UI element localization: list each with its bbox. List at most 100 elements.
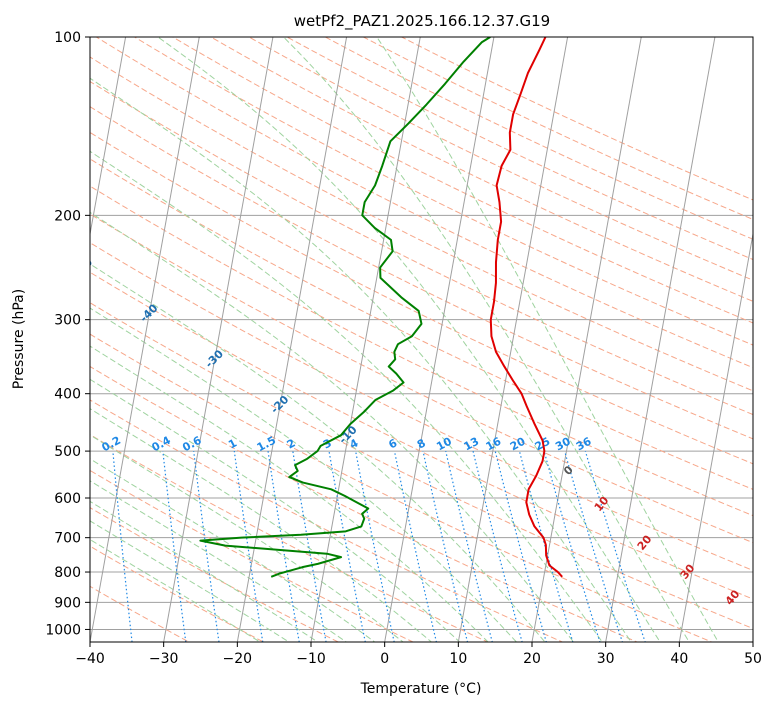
x-tick-label: 30 bbox=[597, 651, 615, 667]
mixing-ratio-line bbox=[193, 451, 220, 642]
mixing-ratio-label: 36 bbox=[574, 435, 594, 454]
dry-adiabat-line bbox=[90, 545, 265, 642]
isotherm-line bbox=[163, 37, 274, 642]
moist-adiabat-label: 40 bbox=[723, 587, 743, 607]
mixing-ratio-line bbox=[564, 450, 623, 642]
mixing-ratio-line bbox=[494, 450, 547, 642]
y-tick-label: 700 bbox=[54, 531, 81, 547]
moist-adiabat-line bbox=[90, 458, 376, 642]
mixing-ratio-line bbox=[355, 450, 395, 642]
dry-adiabat-line bbox=[90, 106, 753, 440]
mixing-ratio-label: 13 bbox=[462, 435, 482, 454]
moist-adiabat-line bbox=[283, 37, 690, 642]
mixing-ratio-line bbox=[543, 450, 601, 642]
y-tick-label: 800 bbox=[54, 565, 81, 581]
isotherm-line bbox=[0, 24, 54, 654]
moist-adiabat-line bbox=[90, 263, 546, 642]
mixing-ratio-label: 6 bbox=[386, 436, 399, 451]
isotherm-line bbox=[90, 37, 200, 642]
dry-adiabat-line bbox=[90, 585, 190, 642]
dry-adiabat-line bbox=[90, 507, 340, 642]
dry-adiabat-line bbox=[90, 56, 753, 392]
dry-adiabat-line bbox=[90, 302, 753, 630]
mixing-ratio-line bbox=[584, 450, 646, 642]
y-tick-label: 500 bbox=[54, 444, 81, 460]
dry-adiabat-line bbox=[90, 185, 753, 517]
y-axis-label: Pressure (hPa) bbox=[11, 289, 27, 389]
x-tick-label: −30 bbox=[149, 651, 179, 667]
dry-adiabat-line bbox=[90, 131, 753, 465]
x-tick-label: 0 bbox=[380, 651, 389, 667]
mixing-ratio-line bbox=[472, 450, 523, 642]
y-tick-label: 600 bbox=[54, 491, 81, 507]
moist-adiabat-label: 20 bbox=[635, 533, 655, 553]
mixing-ratio-label: 16 bbox=[484, 435, 504, 454]
x-tick-label: −40 bbox=[75, 651, 105, 667]
x-tick-label: 40 bbox=[670, 651, 688, 667]
moist-adiabat-line bbox=[90, 538, 262, 642]
y-tick-label: 400 bbox=[54, 387, 81, 403]
dry-adiabat-line bbox=[90, 399, 564, 642]
dry-adiabat-line bbox=[324, 37, 753, 240]
y-tick-label: 200 bbox=[54, 208, 81, 224]
moist-adiabat-line bbox=[90, 345, 489, 642]
y-tick-label: 1000 bbox=[45, 622, 81, 638]
isotherm-line bbox=[90, 37, 127, 237]
mixing-ratio-label: 1 bbox=[226, 436, 239, 451]
mixing-ratio-line bbox=[445, 450, 493, 642]
mixing-ratio-line bbox=[422, 450, 469, 642]
isotherm-label: -60 bbox=[7, 209, 30, 232]
x-axis-label: Temperature (°C) bbox=[360, 681, 482, 697]
isotherm-line bbox=[752, 639, 753, 642]
dry-adiabat-line bbox=[90, 158, 753, 490]
isotherm-line bbox=[384, 37, 495, 642]
dry-adiabat-line bbox=[90, 213, 753, 544]
isotherm-label: -50 bbox=[72, 255, 95, 278]
isotherm-label: -40 bbox=[137, 301, 160, 324]
mixing-ratio-label: 20 bbox=[508, 435, 528, 454]
moist-adiabat-line bbox=[90, 434, 404, 642]
dry-adiabat-line bbox=[90, 333, 714, 642]
dry-adiabat-line bbox=[247, 37, 753, 281]
moist-adiabat-line bbox=[90, 408, 433, 642]
isotherm-line bbox=[678, 231, 753, 642]
y-tick-label: 900 bbox=[54, 595, 81, 611]
isotherm-line bbox=[236, 37, 348, 642]
moist-adiabat-line bbox=[157, 37, 661, 642]
moist-adiabat-line bbox=[90, 480, 348, 642]
plot-frame bbox=[89, 36, 754, 643]
temperature-trace bbox=[489, 37, 563, 578]
moist-adiabat-line bbox=[90, 500, 319, 642]
dry-adiabat-line bbox=[209, 37, 753, 302]
isotherm-line bbox=[531, 37, 642, 642]
isotherm-line bbox=[457, 37, 569, 642]
dry-adiabat-line bbox=[171, 37, 753, 324]
mixing-ratio-label: 30 bbox=[553, 435, 573, 454]
dry-adiabat-line bbox=[95, 37, 753, 369]
dry-adiabat-line bbox=[400, 37, 753, 201]
dry-adiabat-line bbox=[90, 434, 489, 642]
moist-adiabat-line bbox=[90, 211, 575, 642]
dry-adiabat-line bbox=[90, 271, 753, 600]
isotherm-label: -30 bbox=[203, 347, 226, 370]
dry-adiabat-line bbox=[90, 242, 753, 572]
mixing-ratio-line bbox=[328, 450, 366, 642]
x-tick-label: 50 bbox=[744, 651, 762, 667]
dry-adiabat-line bbox=[133, 37, 753, 346]
moist-adiabat-line bbox=[376, 37, 719, 642]
y-tick-label: 100 bbox=[54, 30, 81, 46]
moist-adiabat-line bbox=[90, 77, 632, 642]
x-tick-label: −10 bbox=[296, 651, 326, 667]
mixing-ratio-line bbox=[393, 450, 438, 642]
moist-adiabat-line bbox=[90, 520, 290, 642]
chart-title: wetPf2_PAZ1.2025.166.12.37.G19 bbox=[294, 12, 550, 31]
dry-adiabat-line bbox=[90, 365, 639, 642]
isotherm-line bbox=[605, 37, 716, 642]
dry-adiabat-line bbox=[90, 80, 753, 416]
moist-adiabat-line bbox=[90, 307, 518, 642]
moist-adiabat-line bbox=[90, 150, 603, 642]
x-tick-label: 10 bbox=[449, 651, 467, 667]
dry-adiabat-line bbox=[286, 37, 753, 261]
x-tick-label: 20 bbox=[523, 651, 541, 667]
